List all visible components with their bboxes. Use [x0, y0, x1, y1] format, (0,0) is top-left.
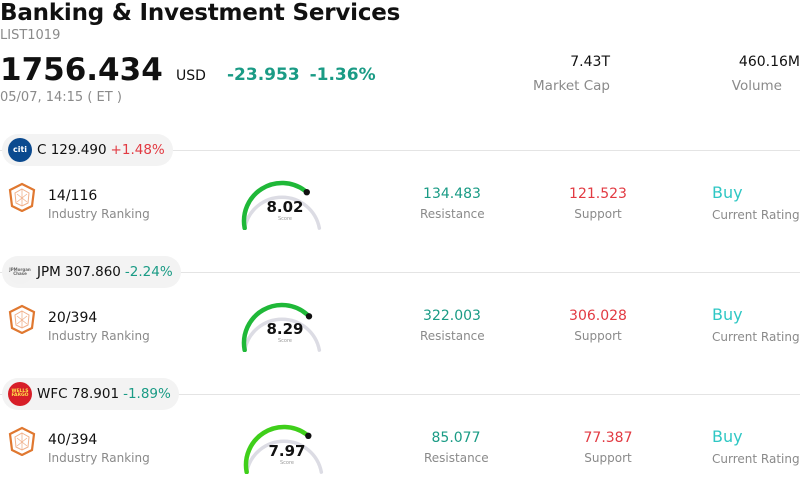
currency-label: USD	[176, 68, 206, 84]
timestamp: 05/07, 14:15 ( ET )	[0, 90, 122, 105]
index-price: 1756.434	[0, 52, 163, 88]
list-code: LIST1019	[0, 28, 61, 43]
support-label: Support	[574, 329, 622, 343]
row-divider	[0, 272, 800, 273]
current-rating-label: Current Rating	[712, 330, 800, 344]
resistance-label: Resistance	[420, 329, 485, 343]
stock-chip[interactable]: JPMorgan Chase JPM 307.860 -2.24%	[2, 256, 181, 288]
ranking-badge-icon	[8, 304, 36, 334]
industry-rank-label: Industry Ranking	[48, 329, 150, 343]
market-cap-label: Market Cap	[533, 78, 610, 94]
ticker-price: JPM 307.860	[37, 264, 121, 280]
company-logo: WELLS FARGO	[8, 382, 32, 406]
volume-label: Volume	[731, 78, 782, 94]
score-value: 7.97	[268, 442, 306, 460]
index-change: -23.953 -1.36%	[227, 65, 376, 85]
industry-rank-value: 40/394	[48, 432, 98, 448]
score-gauge	[243, 424, 324, 474]
score-value: 8.02	[266, 198, 304, 216]
score-label: Score	[277, 216, 292, 222]
support-value: 306.028	[569, 308, 627, 324]
score-label: Score	[279, 460, 294, 466]
support-label: Support	[574, 207, 622, 221]
index-change-pct: -1.36%	[309, 65, 376, 85]
current-rating-label: Current Rating	[712, 208, 800, 222]
industry-rank-value: 14/116	[48, 188, 98, 204]
resistance-label: Resistance	[424, 451, 489, 465]
resistance-label: Resistance	[420, 207, 485, 221]
stock-chip[interactable]: citi C 129.490 +1.48%	[2, 134, 173, 166]
volume-value: 460.16M	[738, 54, 800, 70]
ticker-change-pct: -1.89%	[123, 386, 171, 402]
ticker-price: C 129.490	[37, 142, 107, 158]
score-value: 8.29	[266, 320, 304, 338]
support-value: 77.387	[583, 430, 633, 446]
page-title: Banking & Investment Services	[0, 0, 401, 26]
resistance-value: 134.483	[423, 186, 481, 202]
industry-rank-value: 20/394	[48, 310, 98, 326]
current-rating-value[interactable]: Buy	[712, 183, 743, 202]
ticker-change-pct: -2.24%	[124, 264, 173, 280]
resistance-value: 85.077	[431, 430, 481, 446]
row-divider	[0, 150, 800, 151]
index-change-value: -23.953	[227, 65, 300, 85]
current-rating-label: Current Rating	[712, 452, 800, 466]
industry-rank-label: Industry Ranking	[48, 451, 150, 465]
resistance-value: 322.003	[423, 308, 481, 324]
market-cap-value: 7.43T	[570, 54, 610, 70]
current-rating-value[interactable]: Buy	[712, 427, 743, 446]
ticker-change-pct: +1.48%	[110, 142, 165, 158]
current-rating-value[interactable]: Buy	[712, 305, 743, 324]
ranking-badge-icon	[8, 426, 36, 456]
company-logo: citi	[8, 138, 32, 162]
row-divider	[0, 394, 800, 395]
support-value: 121.523	[569, 186, 627, 202]
score-label: Score	[277, 338, 292, 344]
support-label: Support	[584, 451, 632, 465]
ranking-badge-icon	[8, 182, 36, 212]
ticker-price: WFC 78.901	[37, 386, 120, 402]
company-logo: JPMorgan Chase	[8, 260, 32, 284]
industry-rank-label: Industry Ranking	[48, 207, 150, 221]
stock-chip[interactable]: WELLS FARGO WFC 78.901 -1.89%	[2, 378, 179, 410]
score-gauge	[241, 302, 322, 352]
score-gauge	[241, 180, 322, 230]
